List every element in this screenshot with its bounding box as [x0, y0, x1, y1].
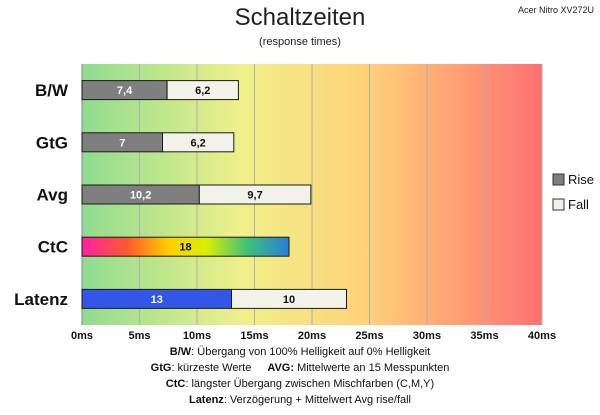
data-label-avg-fall: 9,7 [247, 190, 262, 202]
x-tick-label: 20ms [298, 330, 326, 342]
bar-ctc-rise [81, 236, 290, 257]
data-label-gtg-fall: 6,2 [191, 137, 206, 149]
bars: 7,4 6,2 7 6,2 10,2 9,7 18 13 10 [81, 80, 347, 309]
x-axis-ticks: 0ms 5ms 10ms 15ms 20ms 25ms 30ms 35ms 40ms [71, 330, 556, 342]
category-label-gtg: GtG [36, 133, 68, 152]
x-tick-label: 35ms [470, 330, 498, 342]
data-label-latenz-rise: 13 [151, 294, 163, 306]
chart-subtitle: (response times) [259, 36, 341, 48]
monitor-name: Acer Nitro XV272U [517, 5, 594, 15]
x-tick-label: 10ms [183, 330, 211, 342]
bar-b-w-fall [166, 80, 239, 101]
legend-swatch-rise [552, 173, 565, 186]
bar-avg-fall [198, 184, 312, 205]
note-bw: B/W: Übergang von 100% Helligkeit auf 0%… [169, 346, 431, 358]
chart-title: Schaltzeiten [234, 4, 366, 31]
x-tick-label: 40ms [528, 330, 556, 342]
x-tick-label: 5ms [128, 330, 150, 342]
category-label-latenz: Latenz [14, 290, 68, 309]
x-tick-label: 0ms [71, 330, 93, 342]
bar-gtg-fall [162, 132, 235, 153]
data-label-gtg-rise: 7 [119, 137, 125, 149]
data-label-latenz-fall: 10 [283, 294, 295, 306]
note-gtg-avg: GtG: kürzeste Werte AVG: Mittelwerte an 1… [150, 362, 450, 374]
data-label-ctc-rise: 18 [179, 242, 191, 254]
category-label-avg: Avg [37, 186, 69, 205]
x-tick-label: 25ms [355, 330, 383, 342]
legend-label-fall: Fall [568, 197, 589, 212]
category-label-b-w: B/W [35, 81, 69, 100]
response-time-chart: 7,4 6,2 7 6,2 10,2 9,7 18 13 10 B/W GtG Avg CtC Late… [14, 64, 594, 342]
category-label-ctc: CtC [38, 238, 68, 257]
legend-label-rise: Rise [568, 172, 594, 187]
note-ctc: CtC: längster Übergang zwischen Mischfar… [165, 378, 435, 390]
bar-latenz-fall [231, 288, 347, 309]
x-tick-label: 30ms [413, 330, 441, 342]
category-labels: B/W GtG Avg CtC Latenz [14, 81, 69, 309]
legend-swatch-fall [552, 198, 565, 211]
x-tick-label: 15ms [240, 330, 268, 342]
data-label-avg-rise: 10,2 [130, 190, 151, 202]
chart-notes: B/W: Übergang von 100% Helligkeit auf 0%… [0, 344, 600, 408]
note-latenz: Latenz: Verzögerung + Mittelwert Avg ris… [188, 394, 412, 406]
data-label-b-w-fall: 6,2 [195, 85, 210, 97]
legend: Rise Fall [552, 172, 594, 212]
data-label-b-w-rise: 7,4 [117, 85, 133, 97]
